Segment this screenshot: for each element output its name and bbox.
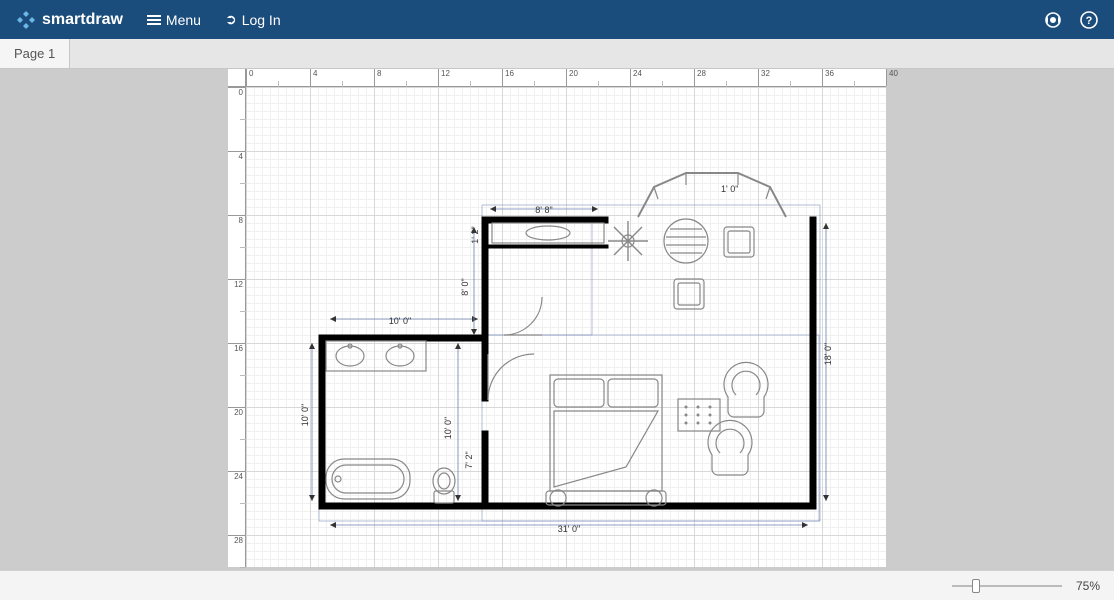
smartdraw-logo-icon bbox=[16, 10, 36, 30]
svg-text:?: ? bbox=[1086, 15, 1093, 27]
svg-text:1' 0": 1' 0" bbox=[721, 184, 738, 194]
brand-logo[interactable]: smartdraw bbox=[16, 10, 123, 30]
svg-text:10' 0": 10' 0" bbox=[443, 417, 453, 439]
zoom-slider[interactable] bbox=[952, 579, 1062, 593]
help-icon[interactable]: ? bbox=[1080, 11, 1098, 29]
tab-page-1[interactable]: Page 1 bbox=[0, 39, 70, 68]
login-icon: ➲ bbox=[225, 11, 237, 28]
menu-button[interactable]: Menu bbox=[147, 12, 201, 28]
svg-text:18' 0": 18' 0" bbox=[823, 343, 833, 365]
canvas-wrap: 0481216202428323640 0481216202428 bbox=[228, 69, 886, 567]
ruler-vertical: 0481216202428 bbox=[228, 87, 246, 567]
menu-label: Menu bbox=[166, 12, 201, 28]
svg-text:1' 2": 1' 2" bbox=[470, 226, 480, 243]
hamburger-icon bbox=[147, 15, 161, 25]
zoom-percent: 75% bbox=[1076, 579, 1100, 593]
page-tabs: Page 1 bbox=[0, 39, 1114, 69]
ruler-horizontal: 0481216202428323640 bbox=[246, 69, 886, 87]
brand-name: smartdraw bbox=[42, 11, 123, 29]
app-header: smartdraw Menu ➲ Log In ? bbox=[0, 0, 1114, 39]
floor-plan-drawing: 8' 8" 1' 0" 18' 0" 31' 0" 10' 0" 10' 0" 10' 0"… bbox=[246, 87, 886, 567]
ruler-corner bbox=[228, 69, 246, 87]
login-button[interactable]: ➲ Log In bbox=[225, 11, 281, 28]
drawing-canvas[interactable]: 8' 8" 1' 0" 18' 0" 31' 0" 10' 0" 10' 0" 10' 0"… bbox=[246, 87, 886, 567]
svg-text:8' 0": 8' 0" bbox=[460, 278, 470, 295]
svg-text:7' 2": 7' 2" bbox=[464, 451, 474, 468]
svg-text:10' 0": 10' 0" bbox=[300, 404, 310, 426]
login-label: Log In bbox=[242, 12, 281, 28]
svg-text:10' 0": 10' 0" bbox=[389, 316, 411, 326]
svg-text:31' 0": 31' 0" bbox=[558, 524, 580, 534]
svg-text:8' 8": 8' 8" bbox=[535, 205, 552, 215]
zoom-thumb[interactable] bbox=[972, 579, 980, 593]
canvas-viewport[interactable]: 0481216202428323640 0481216202428 bbox=[0, 69, 1114, 570]
support-icon[interactable] bbox=[1044, 11, 1062, 29]
zoom-track bbox=[952, 585, 1062, 587]
status-bar: 75% bbox=[0, 570, 1114, 600]
tab-label: Page 1 bbox=[14, 46, 55, 61]
